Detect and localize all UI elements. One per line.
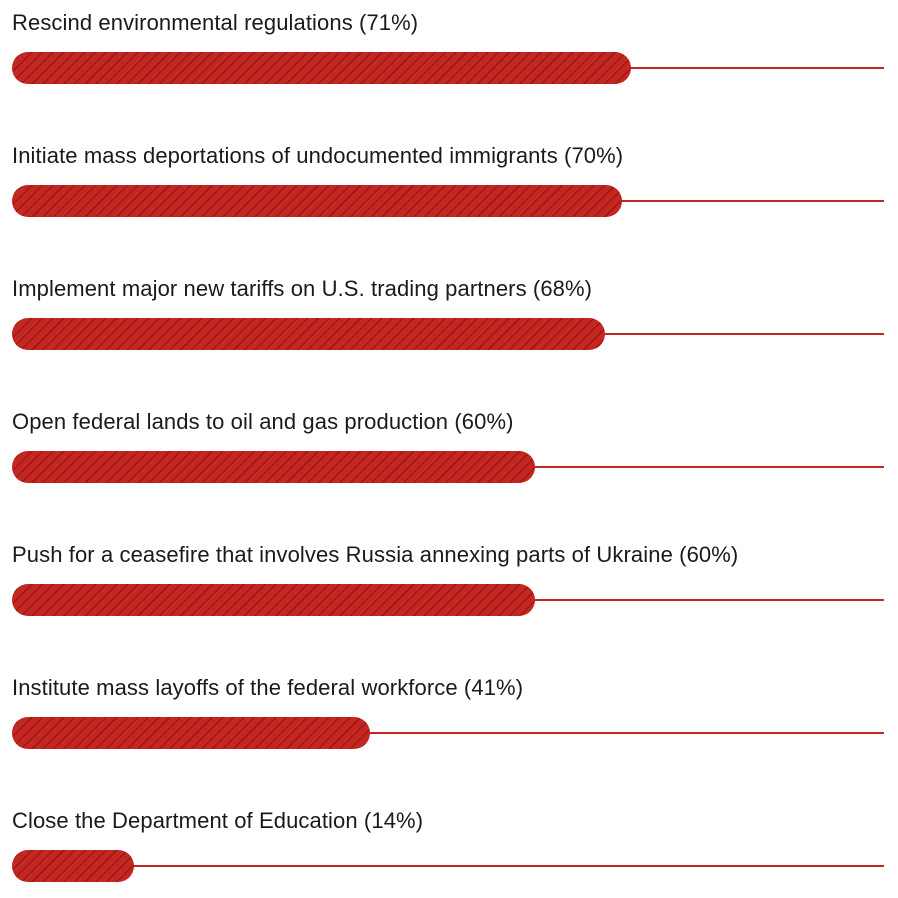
bar-row: Rescind environmental regulations (71%)	[12, 10, 884, 90]
bar	[12, 52, 631, 84]
bar-label: Close the Department of Education (14%)	[12, 808, 424, 833]
bar	[12, 850, 134, 882]
bar	[12, 717, 370, 749]
bar-label: Rescind environmental regulations (71%)	[12, 10, 419, 35]
bar-label: Implement major new tariffs on U.S. trad…	[12, 276, 593, 301]
bar	[12, 584, 535, 616]
bar-label: Open federal lands to oil and gas produc…	[12, 409, 514, 434]
bar	[12, 451, 535, 483]
bar	[12, 318, 605, 350]
bar-row: Close the Department of Education (14%)	[12, 808, 884, 888]
bar-label: Institute mass layoffs of the federal wo…	[12, 675, 524, 700]
bar-label: Initiate mass deportations of undocument…	[12, 143, 624, 168]
bar-track	[12, 732, 884, 734]
bar-label: Push for a ceasefire that involves Russi…	[12, 542, 739, 567]
bar-row: Implement major new tariffs on U.S. trad…	[12, 276, 884, 356]
bar-row: Initiate mass deportations of undocument…	[12, 143, 884, 223]
bar-row: Push for a ceasefire that involves Russi…	[12, 542, 884, 622]
bar-row: Open federal lands to oil and gas produc…	[12, 409, 884, 489]
bar	[12, 185, 622, 217]
bar-track	[12, 865, 884, 867]
bar-row: Institute mass layoffs of the federal wo…	[12, 675, 884, 755]
